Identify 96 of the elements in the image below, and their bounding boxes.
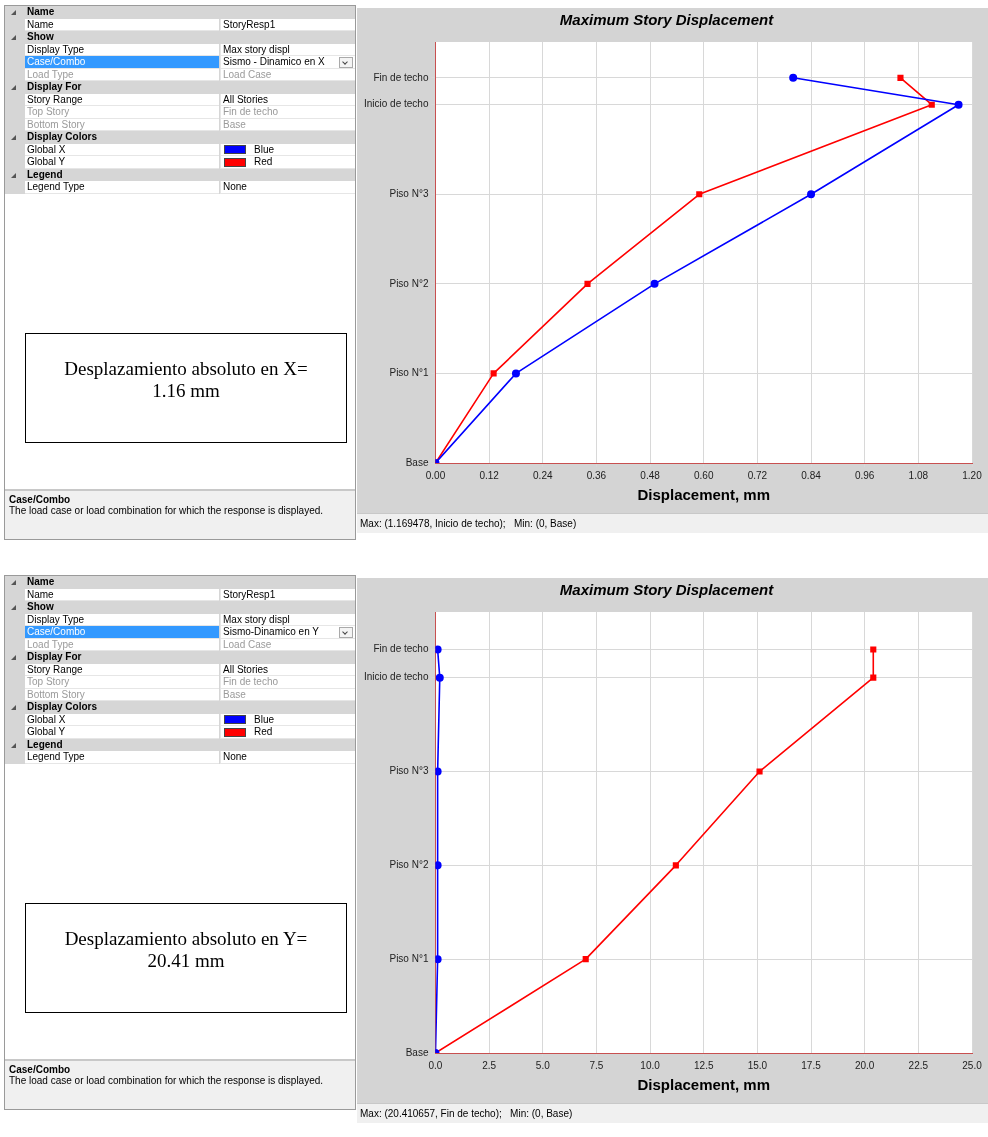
x-tick-label: 0.60 bbox=[694, 469, 714, 481]
x-tick-label: 1.20 bbox=[962, 469, 983, 481]
text: Legend Type bbox=[25, 751, 219, 764]
text: Bottom Story bbox=[25, 118, 219, 131]
x-axis-title: Displacement, mm bbox=[637, 1076, 771, 1094]
chart-title: Maximum Story Displacement bbox=[559, 11, 775, 29]
text: Legend bbox=[27, 168, 63, 180]
text: Case/Combo bbox=[25, 626, 219, 639]
text: All Stories bbox=[223, 93, 269, 105]
text: Case/Combo bbox=[9, 494, 72, 505]
text: Display Colors bbox=[27, 131, 98, 142]
x-tick-label: 20.0 bbox=[854, 1059, 875, 1071]
text: Top Story bbox=[25, 676, 219, 689]
y-tick-label: Piso N°1 bbox=[389, 367, 429, 379]
x-tick-label: 0.0 bbox=[428, 1059, 443, 1071]
text: None bbox=[223, 181, 247, 192]
text: Display For bbox=[27, 81, 82, 92]
text: Legend bbox=[27, 738, 63, 750]
x-tick-label: 22.5 bbox=[908, 1059, 929, 1071]
y-tick-label: Base bbox=[405, 456, 429, 468]
x-axis-title: Displacement, mm bbox=[637, 486, 771, 504]
text: Max: (1.169478, Inicio de techo); Min: (0, Base) bbox=[357, 513, 988, 533]
text: Fin de techo bbox=[223, 106, 279, 117]
text: Blue bbox=[254, 143, 275, 155]
text: Name bbox=[25, 588, 219, 601]
text: Blue bbox=[254, 713, 275, 725]
x-tick-label: 7.5 bbox=[589, 1059, 604, 1071]
text: Case/Combo bbox=[25, 56, 219, 69]
text: None bbox=[223, 751, 247, 762]
text: Legend Type bbox=[25, 181, 219, 194]
y-tick-label: Piso N°3 bbox=[389, 188, 429, 200]
chart-title: Maximum Story Displacement bbox=[559, 581, 775, 599]
x-tick-label: 0.72 bbox=[747, 469, 768, 481]
y-tick-label: Piso N°3 bbox=[389, 765, 429, 777]
text: Global X bbox=[25, 713, 219, 726]
text: Top Story bbox=[25, 106, 219, 119]
text: Display Type bbox=[25, 613, 219, 626]
text: All Stories bbox=[223, 663, 269, 675]
x-tick-label: 0.00 bbox=[425, 469, 446, 481]
x-tick-label: 0.96 bbox=[854, 469, 875, 481]
x-tick-label: 1.08 bbox=[908, 469, 929, 481]
text: The load case or load combination for which the response is displayed. bbox=[9, 505, 325, 516]
text: Load Case bbox=[223, 638, 272, 650]
text: Max: (20.410657, Fin de techo); Min: (0, Base) bbox=[357, 1103, 988, 1123]
text: StoryResp1 bbox=[223, 18, 276, 30]
text: Case/Combo bbox=[9, 1064, 72, 1075]
y-tick-label: Piso N°1 bbox=[389, 952, 429, 964]
y-tick-label: Fin de techo bbox=[373, 643, 429, 655]
x-tick-label: 10.0 bbox=[640, 1059, 661, 1071]
y-tick-label: Inicio de techo bbox=[363, 98, 429, 110]
text: Max story displ bbox=[223, 43, 290, 55]
x-tick-label: 0.48 bbox=[640, 469, 661, 481]
text: Sismo - Dinamico en X bbox=[223, 56, 325, 67]
text: Sismo-Dinamico en Y bbox=[223, 626, 319, 637]
text: Story Range bbox=[25, 663, 219, 676]
text: Red bbox=[254, 726, 273, 737]
text: Load Type bbox=[25, 638, 219, 651]
text: Bottom Story bbox=[25, 688, 219, 701]
text: The load case or load combination for which the response is displayed. bbox=[9, 1075, 325, 1086]
text: Show bbox=[27, 601, 54, 612]
x-tick-label: 2.5 bbox=[482, 1059, 497, 1071]
text: Name bbox=[27, 6, 55, 17]
text: Global Y bbox=[25, 726, 219, 739]
text: Global X bbox=[25, 143, 219, 156]
x-tick-label: 25.0 bbox=[962, 1059, 983, 1071]
y-tick-label: Piso N°2 bbox=[389, 859, 429, 871]
x-tick-label: 0.84 bbox=[801, 469, 822, 481]
text: Load Case bbox=[223, 68, 272, 80]
text: Red bbox=[254, 156, 273, 167]
text: Fin de techo bbox=[223, 676, 279, 687]
x-tick-label: 17.5 bbox=[801, 1059, 822, 1071]
text: Desplazamiento absoluto en Y= 20.41 mm bbox=[63, 928, 309, 972]
x-tick-label: 5.0 bbox=[535, 1059, 551, 1071]
text: Base bbox=[223, 688, 246, 700]
text: Display Colors bbox=[27, 701, 98, 712]
x-tick-label: 0.24 bbox=[533, 469, 553, 481]
text: Base bbox=[223, 118, 246, 130]
y-tick-label: Piso N°2 bbox=[389, 277, 429, 289]
y-tick-label: Base bbox=[405, 1046, 429, 1058]
text: Name bbox=[25, 18, 219, 31]
y-tick-label: Inicio de techo bbox=[363, 671, 429, 683]
text: Name bbox=[27, 576, 55, 587]
text: Global Y bbox=[25, 156, 219, 169]
text: Display For bbox=[27, 651, 82, 662]
x-tick-label: 0.12 bbox=[479, 469, 500, 481]
y-tick-label: Fin de techo bbox=[373, 71, 429, 83]
x-tick-label: 15.0 bbox=[747, 1059, 768, 1071]
x-tick-label: 12.5 bbox=[694, 1059, 714, 1071]
text: Load Type bbox=[25, 68, 219, 81]
text: Desplazamiento absoluto en X= 1.16 mm bbox=[63, 358, 309, 402]
text: Show bbox=[27, 31, 54, 42]
text: Story Range bbox=[25, 93, 219, 106]
text: Max story displ bbox=[223, 613, 290, 625]
x-tick-label: 0.36 bbox=[586, 469, 607, 481]
text: Display Type bbox=[25, 43, 219, 56]
text: StoryResp1 bbox=[223, 588, 276, 600]
